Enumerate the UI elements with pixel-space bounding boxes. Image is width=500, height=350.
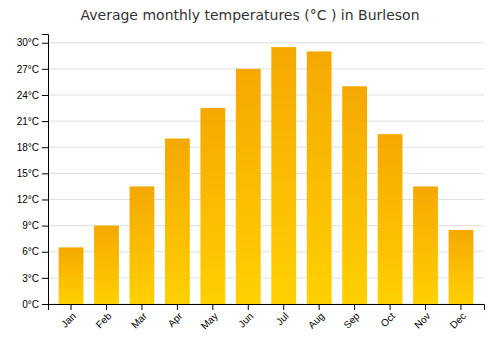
tick-mark [390, 304, 391, 310]
x-axis: Jan Feb Mar Apr May Jun Jul Aug Sep Oct Nov Dec [49, 304, 485, 332]
bar [342, 86, 367, 304]
tick: Feb [94, 304, 114, 330]
tick: Oct [378, 304, 397, 329]
bar [307, 51, 332, 304]
tick: 27°C [17, 64, 48, 75]
tick-mark [177, 304, 178, 310]
tick-mark [42, 304, 48, 305]
tick: May [199, 304, 220, 332]
tick-label: 3°C [22, 273, 39, 284]
tick: 15°C [17, 168, 48, 179]
tick-label: Jun [236, 310, 255, 329]
tick-label: Jan [59, 310, 78, 329]
bar [413, 186, 438, 304]
tick-label: Aug [306, 310, 326, 330]
tick-mark [42, 278, 48, 279]
tick-label: Mar [129, 310, 149, 330]
tick: 12°C [17, 194, 48, 205]
tick-mark [42, 226, 48, 227]
tick-label: Apr [166, 310, 185, 329]
tick: 18°C [17, 142, 48, 153]
tick: Nov [412, 304, 432, 331]
tick-label: 9°C [22, 220, 39, 231]
bars [59, 47, 474, 304]
bar [130, 186, 155, 304]
tick-label: Dec [448, 310, 468, 330]
grid [48, 43, 484, 304]
tick-mark [460, 304, 461, 310]
tick: Jun [236, 304, 255, 330]
bar [236, 69, 261, 304]
chart: 0°C 3°C 6°C 9°C 12°C 15°C 18°C 21°C 24°C 27°C 30°C… [0, 0, 500, 350]
bar [59, 247, 84, 304]
bar [271, 47, 296, 304]
tick-label: 6°C [22, 246, 39, 257]
tick-mark [42, 121, 48, 122]
grid-line [48, 173, 484, 174]
tick: 9°C [22, 220, 48, 231]
title: Average monthly temperatures (°C ) in Bu… [80, 7, 419, 23]
grid-line [48, 121, 484, 122]
tick-mark [248, 304, 249, 310]
tick-label: 30°C [17, 37, 39, 48]
tick-mark [42, 69, 48, 70]
tick-label: 0°C [22, 299, 39, 310]
tick-label: 21°C [17, 116, 39, 127]
tick-label: May [199, 310, 220, 331]
tick-mark [42, 199, 48, 200]
tick-mark [42, 147, 48, 148]
tick-label: Nov [412, 310, 432, 330]
tick: Jan [59, 304, 78, 330]
tick: Apr [166, 304, 185, 329]
tick-mark [212, 304, 213, 310]
tick-label: Sep [341, 310, 362, 331]
tick: 21°C [17, 116, 48, 127]
tick-mark [42, 43, 48, 44]
tick: 0°C [22, 299, 48, 310]
tick-label: Feb [94, 310, 114, 330]
tick: Sep [341, 304, 362, 331]
tick-label: 18°C [17, 142, 39, 153]
tick-label: Jul [274, 310, 291, 327]
grid-line [48, 94, 484, 95]
tick-mark [283, 304, 284, 310]
tick-label: 27°C [17, 64, 39, 75]
y-axis: 0°C 3°C 6°C 9°C 12°C 15°C 18°C 21°C 24°C 27°C 30°C [17, 35, 49, 310]
tick: 24°C [17, 90, 48, 101]
tick-mark [425, 304, 426, 310]
bar [449, 230, 474, 304]
tick-mark [42, 173, 48, 174]
axis-line [49, 305, 485, 311]
tick-label: 12°C [17, 194, 39, 205]
tick-mark [71, 304, 72, 310]
tick-mark [42, 252, 48, 253]
bar [200, 108, 225, 304]
tick: 6°C [22, 246, 48, 257]
tick: 30°C [17, 37, 48, 48]
axis-line [42, 35, 49, 305]
tick: Dec [448, 304, 468, 331]
tick: Mar [129, 304, 149, 330]
tick-mark [354, 304, 355, 310]
tick-label: Oct [378, 310, 397, 329]
grid-line [48, 68, 484, 69]
bar [165, 139, 190, 304]
grid-line [48, 147, 484, 148]
tick: Jul [274, 304, 291, 327]
tick: Aug [306, 304, 326, 331]
bar [378, 134, 403, 304]
tick-mark [106, 304, 107, 310]
grid-line [48, 42, 484, 43]
tick: 3°C [22, 273, 48, 284]
tick-label: 15°C [17, 168, 39, 179]
bar [94, 226, 119, 304]
tick-mark [42, 95, 48, 96]
tick-mark [141, 304, 142, 310]
plot: 0°C 3°C 6°C 9°C 12°C 15°C 18°C 21°C 24°C 27°C 30°C… [17, 35, 485, 332]
tick-label: 24°C [17, 90, 39, 101]
tick-mark [319, 304, 320, 310]
